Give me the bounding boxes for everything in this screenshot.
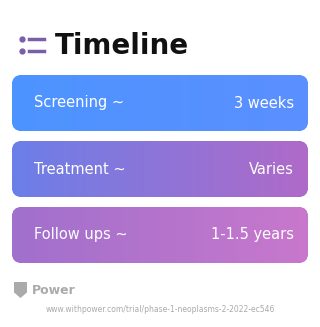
Text: Screening ~: Screening ~	[34, 95, 124, 111]
Text: www.withpower.com/trial/phase-1-neoplasms-2-2022-ec546: www.withpower.com/trial/phase-1-neoplasm…	[45, 305, 275, 315]
Text: 3 weeks: 3 weeks	[234, 95, 294, 111]
FancyBboxPatch shape	[12, 207, 308, 263]
Polygon shape	[14, 282, 27, 298]
Text: 1-1.5 years: 1-1.5 years	[211, 228, 294, 243]
Text: Follow ups ~: Follow ups ~	[34, 228, 128, 243]
Text: Timeline: Timeline	[55, 32, 189, 60]
FancyBboxPatch shape	[12, 75, 308, 131]
Text: Varies: Varies	[249, 162, 294, 177]
FancyBboxPatch shape	[12, 141, 308, 197]
Text: Power: Power	[32, 284, 76, 297]
Text: Treatment ~: Treatment ~	[34, 162, 126, 177]
